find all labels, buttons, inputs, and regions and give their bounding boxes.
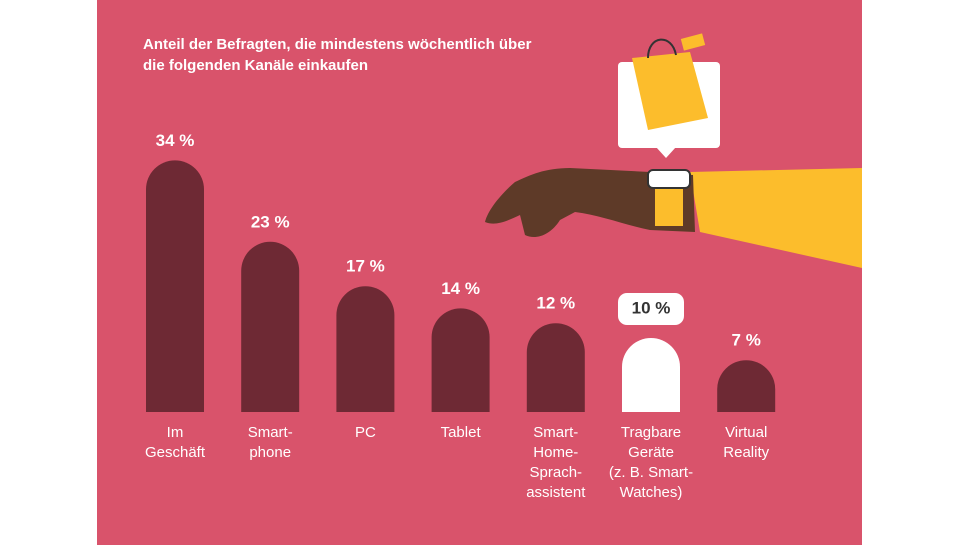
hand — [485, 168, 695, 238]
bar — [526, 323, 585, 412]
x-tick-label: Virtual — [725, 424, 767, 441]
bar — [717, 360, 776, 412]
chart-title: Anteil der Befragten, die mindestens wöc… — [143, 36, 532, 53]
x-tick-label: Geräte — [628, 444, 674, 461]
watch-strap — [655, 186, 683, 226]
value-label: 23 % — [251, 212, 290, 231]
value-label: 7 % — [732, 331, 761, 350]
x-tick-label: Sprach- — [530, 464, 583, 481]
x-tick-label: phone — [249, 444, 291, 461]
x-tick-label: Watches) — [620, 484, 683, 501]
bag — [632, 52, 708, 130]
panel — [97, 0, 862, 545]
x-tick-label: PC — [355, 424, 376, 441]
x-tick-label: Tablet — [441, 424, 482, 441]
bag-tag — [680, 33, 706, 51]
bar — [241, 241, 300, 412]
illustration — [485, 33, 862, 268]
bar — [336, 286, 395, 412]
x-tick-label: Smart- — [533, 424, 578, 441]
x-tick-label: Im — [167, 424, 184, 441]
x-tick-label: Reality — [723, 444, 769, 461]
bag-handle — [647, 38, 677, 59]
value-label: 12 % — [536, 294, 575, 313]
x-tick-label: (z. B. Smart- — [609, 464, 693, 481]
sleeve — [690, 168, 862, 268]
value-label: 17 % — [346, 257, 385, 276]
bubble-pointer — [656, 147, 676, 158]
x-tick-label: Tragbare — [621, 424, 681, 441]
bar — [622, 338, 680, 412]
x-tick-label: Home- — [533, 444, 578, 461]
watch-face — [647, 169, 691, 189]
x-tick-label: assistent — [526, 484, 586, 501]
x-tick-label: Smart- — [248, 424, 293, 441]
x-tick-label: Geschäft — [145, 444, 206, 461]
value-label: 34 % — [156, 131, 195, 150]
chart-title: die folgenden Kanäle einkaufen — [143, 57, 368, 74]
bar — [146, 160, 204, 412]
bar — [431, 308, 490, 412]
value-label: 10 % — [632, 298, 671, 317]
value-label-box — [618, 293, 684, 325]
value-label: 14 % — [441, 279, 480, 298]
